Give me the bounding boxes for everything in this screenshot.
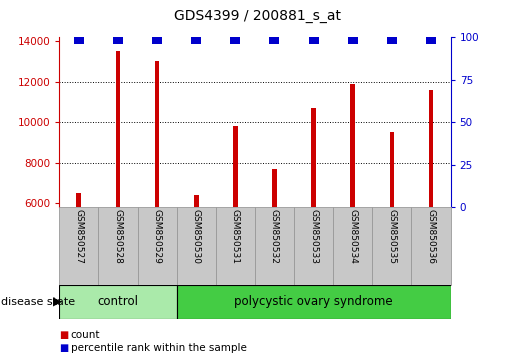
Bar <box>177 207 216 285</box>
Bar <box>154 62 160 207</box>
Bar <box>98 207 138 285</box>
Bar <box>59 207 98 285</box>
Text: GSM850528: GSM850528 <box>113 210 123 264</box>
Bar <box>389 132 394 207</box>
Text: polycystic ovary syndrome: polycystic ovary syndrome <box>234 295 393 308</box>
Point <box>270 36 279 42</box>
Text: GSM850532: GSM850532 <box>270 210 279 264</box>
Text: control: control <box>97 295 139 308</box>
Point <box>231 36 239 42</box>
Bar <box>76 193 81 207</box>
Bar <box>115 51 121 207</box>
Bar <box>272 169 277 207</box>
Point <box>75 36 83 42</box>
Bar <box>216 207 255 285</box>
Bar <box>255 207 294 285</box>
Bar <box>333 207 372 285</box>
Text: GSM850533: GSM850533 <box>309 210 318 264</box>
Bar <box>59 285 177 319</box>
Bar <box>233 126 238 207</box>
Bar <box>138 207 177 285</box>
Text: GSM850530: GSM850530 <box>192 210 201 264</box>
Point <box>349 36 357 42</box>
Point <box>114 36 122 42</box>
Text: ■: ■ <box>59 330 68 339</box>
Text: disease state: disease state <box>1 297 75 307</box>
Text: GSM850529: GSM850529 <box>152 210 162 264</box>
Text: GSM850527: GSM850527 <box>74 210 83 264</box>
Text: percentile rank within the sample: percentile rank within the sample <box>71 343 247 353</box>
Text: ■: ■ <box>59 343 68 353</box>
Text: count: count <box>71 330 100 339</box>
Bar <box>372 207 411 285</box>
Text: ▶: ▶ <box>53 295 61 308</box>
Bar <box>177 285 451 319</box>
Text: GSM850535: GSM850535 <box>387 210 397 264</box>
Point <box>427 36 435 42</box>
Text: GSM850536: GSM850536 <box>426 210 436 264</box>
Point <box>310 36 318 42</box>
Bar <box>194 195 199 207</box>
Text: GSM850531: GSM850531 <box>231 210 240 264</box>
Point <box>388 36 396 42</box>
Point <box>153 36 161 42</box>
Bar <box>428 90 434 207</box>
Bar <box>294 207 333 285</box>
Bar <box>411 207 451 285</box>
Text: GDS4399 / 200881_s_at: GDS4399 / 200881_s_at <box>174 9 341 23</box>
Text: GSM850534: GSM850534 <box>348 210 357 264</box>
Bar <box>350 84 355 207</box>
Bar <box>311 108 316 207</box>
Point <box>192 36 200 42</box>
